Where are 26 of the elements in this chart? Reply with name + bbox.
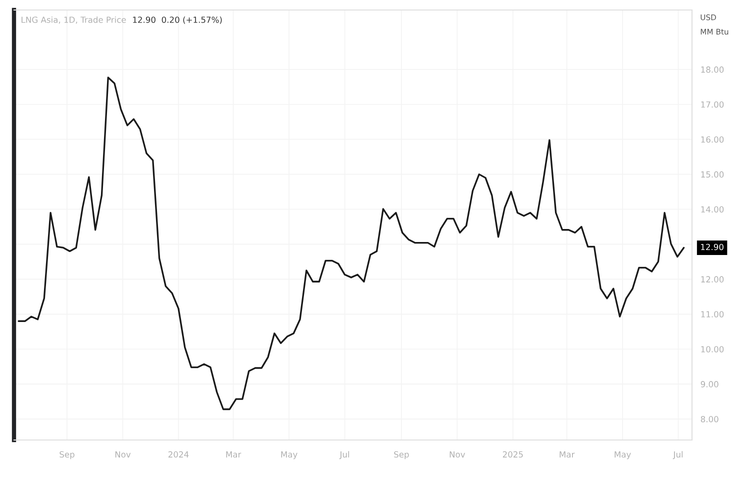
x-tick-label: Sep	[60, 451, 74, 460]
line-series	[18, 76, 685, 410]
x-tick-label: Nov	[115, 451, 131, 458]
x-tick-label: Jul	[672, 451, 683, 460]
y-tick-label: 10.00	[701, 346, 724, 352]
x-tick-label: Nov	[450, 451, 466, 458]
x-tick-label: Mar	[226, 451, 242, 458]
x-tick-label: Sep	[394, 451, 409, 460]
x-tick-label: May	[281, 451, 298, 460]
y-tick-label: 18.00	[701, 66, 724, 73]
y-tick-label: 11.00	[701, 311, 724, 318]
text: 12.90	[701, 244, 724, 250]
y-tick-label: 12.00	[701, 276, 724, 282]
text: 12.90 0.20 (+1.57%)	[133, 16, 222, 24]
text: LNG Asia, 1D, Trade Price	[22, 16, 126, 24]
y-tick-label: 8.00	[700, 416, 718, 422]
y-tick-label: 9.00	[700, 381, 718, 388]
x-tick-label: 2025	[502, 451, 523, 458]
x-tick-label: 2024	[168, 451, 189, 458]
x-tick-label: May	[614, 451, 631, 460]
y-tick-label: 17.00	[701, 101, 724, 108]
y-tick-label: 15.00	[701, 171, 724, 178]
x-tick-label: Mar	[560, 451, 575, 458]
x-tick-label: Jul	[339, 451, 350, 460]
y-tick-label: 14.00	[701, 206, 724, 213]
y-tick-label: 16.00	[701, 136, 724, 143]
